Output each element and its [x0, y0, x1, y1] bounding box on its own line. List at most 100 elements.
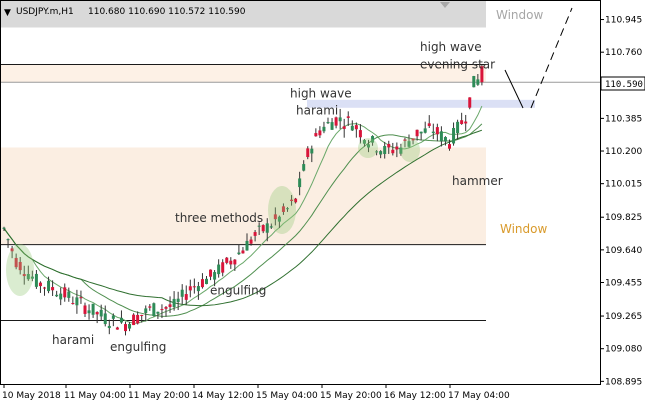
candle-body [233, 259, 237, 265]
candle-body [423, 128, 427, 133]
x-tick-label: 15 May 04:00 [256, 391, 318, 401]
candle-body [472, 76, 476, 88]
shift-marker-icon[interactable] [440, 2, 450, 8]
plot-frame [0, 0, 601, 385]
pattern-annotation: three methods [175, 211, 263, 225]
candle-body [140, 314, 144, 316]
pattern-annotation: hammer [452, 174, 503, 188]
candle-body [160, 309, 164, 311]
zone-band [1, 1, 486, 28]
candle-body [43, 287, 46, 289]
candle-body [95, 312, 99, 315]
moving-average-line [3, 123, 483, 317]
candle-body [443, 137, 447, 142]
pattern-annotation: engulfing [110, 340, 166, 354]
candle-body [237, 252, 241, 255]
candle-body [87, 310, 91, 314]
candle-body [128, 323, 132, 329]
y-tick-label: 109.640 [605, 246, 642, 256]
candle-body [119, 317, 123, 323]
candle-body [22, 274, 26, 277]
candle-body [371, 136, 375, 143]
pattern-annotation: harami [52, 333, 94, 347]
y-tick-label: 109.825 [605, 213, 642, 223]
candle-body [99, 309, 103, 317]
candle-body [67, 291, 71, 298]
chart-symbol-label: USDJPY.m,H1 [16, 7, 74, 17]
candle-body [192, 286, 196, 288]
pattern-annotation: high wave [290, 87, 352, 101]
candle-body [407, 141, 411, 147]
candle-body [136, 314, 140, 324]
candle-body [14, 257, 18, 268]
candle-body [188, 286, 192, 291]
candle-body [26, 274, 30, 280]
projection-line-down[interactable] [504, 69, 524, 109]
candle-body [431, 131, 435, 133]
candle-body [456, 121, 460, 134]
candle-body [294, 198, 298, 203]
candle-body [468, 97, 472, 108]
candle-body [257, 225, 261, 227]
x-tick-label: 15 May 20:00 [320, 391, 382, 401]
candle-body [314, 133, 318, 137]
candle-body [273, 214, 277, 220]
pattern-highlight [400, 138, 420, 162]
candle-body [91, 303, 95, 315]
candle-body [229, 260, 233, 265]
candle-body [342, 126, 346, 129]
y-tick-label: 109.455 [605, 279, 642, 289]
candle-body [403, 139, 407, 141]
candle-body [350, 125, 354, 131]
candle-body [326, 121, 330, 124]
candle-body [51, 287, 55, 291]
candle-body [71, 303, 75, 305]
pattern-annotation: high wave [420, 40, 482, 54]
candle-body [318, 130, 322, 136]
candle-body [302, 164, 306, 171]
candle-body [6, 239, 10, 241]
candle-body [144, 308, 148, 313]
candle-body [59, 293, 63, 300]
candle-body [217, 264, 221, 275]
candle-body [111, 315, 115, 319]
candle-body [460, 120, 464, 124]
candle-body [379, 151, 383, 155]
y-tick-label: 109.265 [605, 312, 642, 322]
candle-body [115, 327, 119, 330]
x-tick-label: 10 May 2018 [2, 391, 61, 401]
candle-body [176, 298, 180, 302]
candle-body [322, 126, 326, 132]
projection-line-up[interactable] [530, 7, 573, 109]
candle-body [298, 178, 302, 188]
candle-body [124, 324, 127, 332]
candle-body [383, 145, 387, 155]
candle-body [34, 273, 38, 287]
moving-average-line [3, 129, 483, 307]
pattern-annotation: harami [296, 103, 338, 117]
candle-body [184, 294, 188, 300]
candle-body [18, 261, 22, 271]
candle-body [55, 294, 59, 297]
candle-body [435, 127, 439, 135]
candle-body [362, 140, 366, 144]
y-tick-label: 110.200 [605, 147, 642, 157]
x-tick-label: 14 May 12:00 [192, 391, 254, 401]
candle-body [281, 206, 285, 212]
y-tick-label: 110.760 [605, 48, 642, 58]
candle-body [148, 306, 152, 308]
candle-body [358, 130, 362, 138]
candle-body [395, 146, 399, 150]
candle-body [10, 248, 14, 252]
pattern-highlight [358, 138, 378, 158]
candle-body [387, 143, 391, 148]
candle-body [225, 257, 229, 263]
candle-body [103, 313, 107, 325]
candle-body [30, 276, 34, 279]
candle-body [464, 121, 468, 124]
candle-body [196, 286, 200, 292]
pattern-highlight [268, 186, 296, 234]
y-tick-label: 110.385 [605, 114, 642, 124]
candle-body [399, 147, 403, 154]
